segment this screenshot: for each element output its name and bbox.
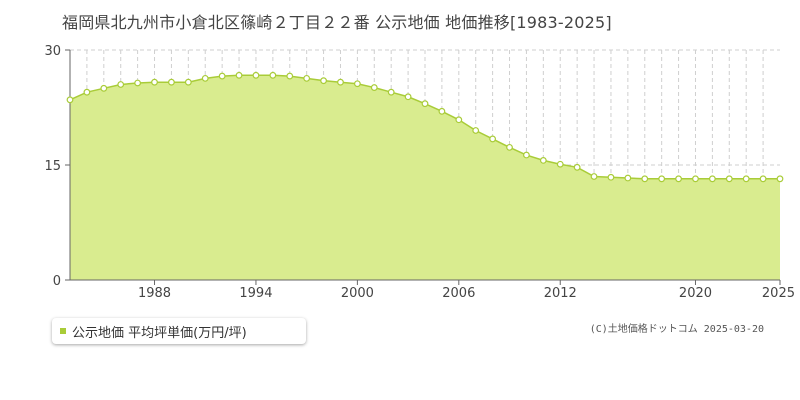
data-point bbox=[708, 175, 716, 183]
data-point bbox=[404, 93, 412, 101]
data-point bbox=[590, 173, 598, 180]
data-point bbox=[337, 78, 344, 86]
x-tick-label: 1994 bbox=[239, 286, 272, 301]
x-tick-label: 2020 bbox=[679, 286, 712, 301]
x-tick-labels: 1988 1994 2000 2006 2012 2020 2025 bbox=[138, 286, 795, 301]
data-point bbox=[692, 175, 699, 183]
data-point bbox=[421, 100, 429, 108]
data-point bbox=[523, 151, 530, 159]
data-point bbox=[252, 71, 260, 79]
data-point bbox=[675, 175, 682, 183]
data-point bbox=[624, 174, 632, 182]
data-point bbox=[472, 127, 480, 134]
data-point bbox=[658, 175, 666, 183]
data-point bbox=[218, 72, 226, 80]
data-point bbox=[370, 84, 378, 91]
x-tick-label: 2006 bbox=[442, 286, 475, 301]
data-point bbox=[201, 74, 209, 82]
legend-marker-icon bbox=[60, 328, 66, 334]
y-tick-label: 15 bbox=[44, 159, 61, 174]
data-point bbox=[320, 77, 327, 85]
data-point bbox=[742, 175, 750, 183]
area-fill bbox=[70, 75, 780, 280]
x-tick-label: 1988 bbox=[138, 286, 171, 301]
data-point bbox=[151, 78, 158, 86]
data-point bbox=[184, 78, 192, 86]
copyright-text: (C)土地価格ドットコム 2025-03-20 bbox=[589, 324, 764, 335]
x-tick-label: 2012 bbox=[544, 286, 577, 301]
y-tick-label: 0 bbox=[53, 274, 61, 289]
axes bbox=[65, 49, 781, 285]
data-point bbox=[438, 107, 446, 115]
data-points bbox=[66, 71, 784, 183]
data-point bbox=[539, 156, 547, 164]
legend: 公示地価 平均坪単価(万円/坪) bbox=[52, 318, 306, 344]
data-point bbox=[235, 71, 243, 79]
data-point bbox=[607, 173, 615, 181]
data-point bbox=[168, 78, 175, 86]
data-point bbox=[759, 175, 767, 183]
data-point bbox=[66, 96, 74, 104]
data-point bbox=[303, 74, 311, 82]
data-point bbox=[776, 175, 784, 183]
data-point bbox=[269, 71, 277, 79]
y-tick-label: 30 bbox=[44, 44, 61, 59]
x-tick-label: 2000 bbox=[341, 286, 374, 301]
data-point bbox=[506, 143, 513, 151]
data-point bbox=[286, 72, 294, 80]
data-point bbox=[134, 79, 142, 87]
x-tick-label: 2025 bbox=[762, 286, 795, 301]
legend-label: 公示地価 平均坪単価(万円/坪) bbox=[72, 325, 247, 341]
y-tick-labels: 0 15 30 bbox=[44, 44, 61, 289]
data-point bbox=[117, 81, 125, 88]
data-point bbox=[353, 80, 361, 88]
data-point bbox=[455, 116, 463, 124]
data-point bbox=[641, 175, 649, 183]
data-point bbox=[556, 160, 564, 168]
data-point bbox=[725, 175, 733, 183]
chart-title: 福岡県北九州市小倉北区篠崎２丁目２２番 公示地価 地価推移[1983-2025] bbox=[62, 13, 612, 32]
data-point bbox=[489, 135, 497, 143]
data-point bbox=[387, 88, 395, 96]
data-point bbox=[573, 163, 581, 171]
data-point bbox=[100, 84, 108, 92]
data-point bbox=[83, 88, 91, 96]
